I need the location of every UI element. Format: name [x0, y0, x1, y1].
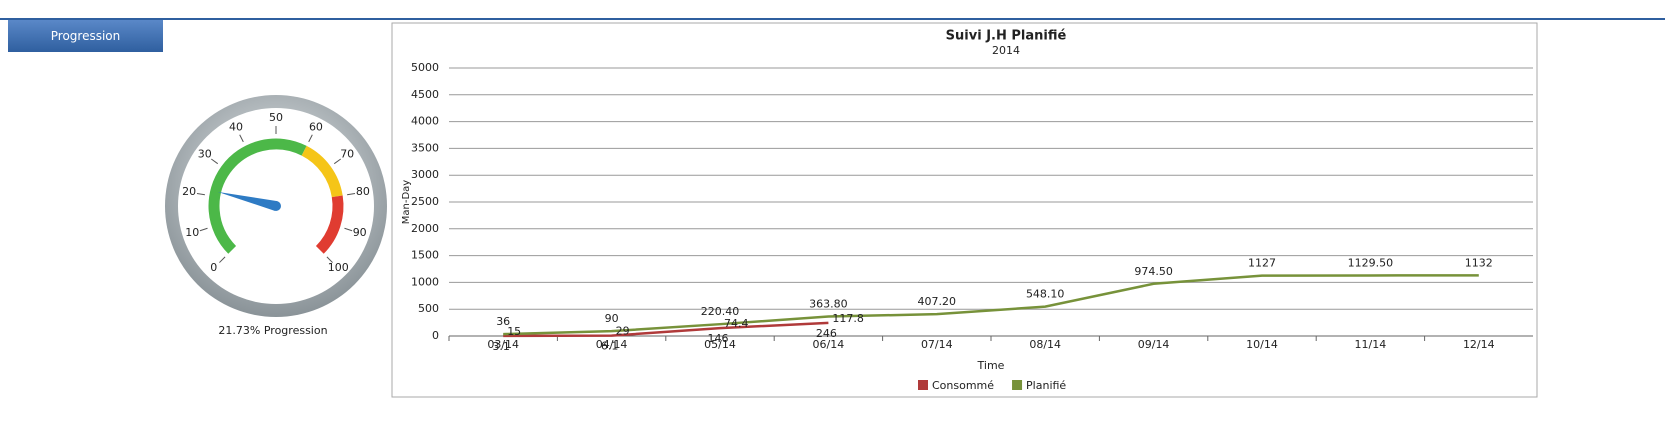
- x-tick-label: 11/14: [1355, 338, 1387, 351]
- chart-title: Suivi J.H Planifié: [946, 29, 1067, 44]
- gauge-tick-label: 90: [353, 226, 367, 239]
- data-label: 407.20: [918, 295, 957, 308]
- gauge-tick-label: 70: [340, 147, 354, 160]
- gauge-tick-label: 100: [328, 261, 349, 274]
- gauge-tick: [219, 256, 226, 263]
- annotation: 15: [507, 325, 521, 338]
- y-tick-label: 500: [418, 302, 439, 315]
- x-tick-label: 10/14: [1246, 338, 1278, 351]
- legend-swatch: [918, 380, 928, 390]
- top-rule: [0, 18, 1665, 20]
- legend-swatch: [1012, 380, 1023, 390]
- legend-label: Planifié: [1026, 379, 1066, 392]
- x-tick-label: 12/14: [1463, 338, 1495, 351]
- annotation: 74.4: [724, 317, 749, 330]
- y-tick-label: 0: [432, 329, 439, 342]
- x-axis-label: Time: [977, 359, 1005, 372]
- x-tick-label: 07/14: [921, 338, 953, 351]
- y-axis-label: Man-Day: [401, 180, 412, 225]
- gauge-label: 21.73% Progression: [218, 324, 327, 337]
- y-tick-label: 4000: [411, 115, 439, 128]
- gauge-tick-label: 80: [356, 185, 370, 198]
- data-label: 1132: [1465, 256, 1493, 269]
- y-tick-label: 1000: [411, 275, 439, 288]
- gauge-band: [208, 138, 307, 254]
- x-tick-label: 03/14: [487, 338, 519, 351]
- gauge-tick: [326, 256, 333, 263]
- annotation: 117.8: [832, 312, 864, 325]
- data-label: 3.1: [492, 340, 510, 353]
- data-label: 90: [605, 312, 619, 325]
- y-tick-label: 4500: [411, 88, 439, 101]
- y-tick-label: 2000: [411, 222, 439, 235]
- gauge-tick-label: 0: [210, 261, 217, 274]
- gauge-tick-label: 40: [229, 121, 243, 134]
- gauge-band: [301, 145, 343, 198]
- gauge-tick: [333, 158, 342, 165]
- x-tick-label: 09/14: [1138, 338, 1170, 351]
- x-tick-label: 06/14: [813, 338, 845, 351]
- gauge-tick: [344, 227, 353, 232]
- data-label: 548.10: [1026, 288, 1065, 301]
- chart-frame: [391, 22, 1538, 398]
- gauge-tick: [199, 227, 208, 232]
- gauge-tick-label: 50: [269, 111, 283, 124]
- data-label: 246: [816, 327, 837, 340]
- data-label: 36: [496, 315, 510, 328]
- gauge-band: [315, 195, 344, 254]
- y-tick-label: 1500: [411, 249, 439, 262]
- y-tick-label: 5000: [411, 61, 439, 74]
- gauge-hub: [271, 201, 281, 211]
- data-label: 1127: [1248, 257, 1276, 270]
- gauge-tick: [347, 192, 356, 196]
- data-label: 146: [708, 332, 729, 345]
- x-tick-label: 04/14: [596, 338, 628, 351]
- gauge-tick: [196, 192, 205, 196]
- y-tick-label: 3000: [411, 168, 439, 181]
- data-label: 6.1: [601, 340, 619, 353]
- legend-label: Consommé: [932, 379, 994, 392]
- series-line: [503, 274, 1479, 336]
- y-tick-label: 3500: [411, 141, 439, 154]
- gauge-tick: [239, 134, 244, 143]
- x-tick-label: 05/14: [704, 338, 736, 351]
- series-line: [503, 321, 829, 338]
- data-label: 220.40: [701, 305, 740, 318]
- gauge-needle: [217, 191, 278, 211]
- tab[interactable]: Progression: [8, 20, 163, 52]
- data-label: 363.80: [809, 298, 848, 311]
- gauge-tick-label: 60: [309, 121, 323, 134]
- gauge-tick-label: 20: [182, 185, 196, 198]
- data-label: 1129.50: [1348, 256, 1394, 269]
- gauge-tick-label: 30: [198, 147, 212, 160]
- gauge-tick: [210, 158, 219, 165]
- x-tick-label: 08/14: [1029, 338, 1061, 351]
- gauge-tick: [308, 134, 313, 143]
- data-label: 974.50: [1134, 265, 1173, 278]
- y-tick-label: 2500: [411, 195, 439, 208]
- gauge-tick-label: 10: [185, 226, 199, 239]
- annotation: 29: [616, 325, 630, 338]
- chart-subtitle: 2014: [992, 44, 1020, 57]
